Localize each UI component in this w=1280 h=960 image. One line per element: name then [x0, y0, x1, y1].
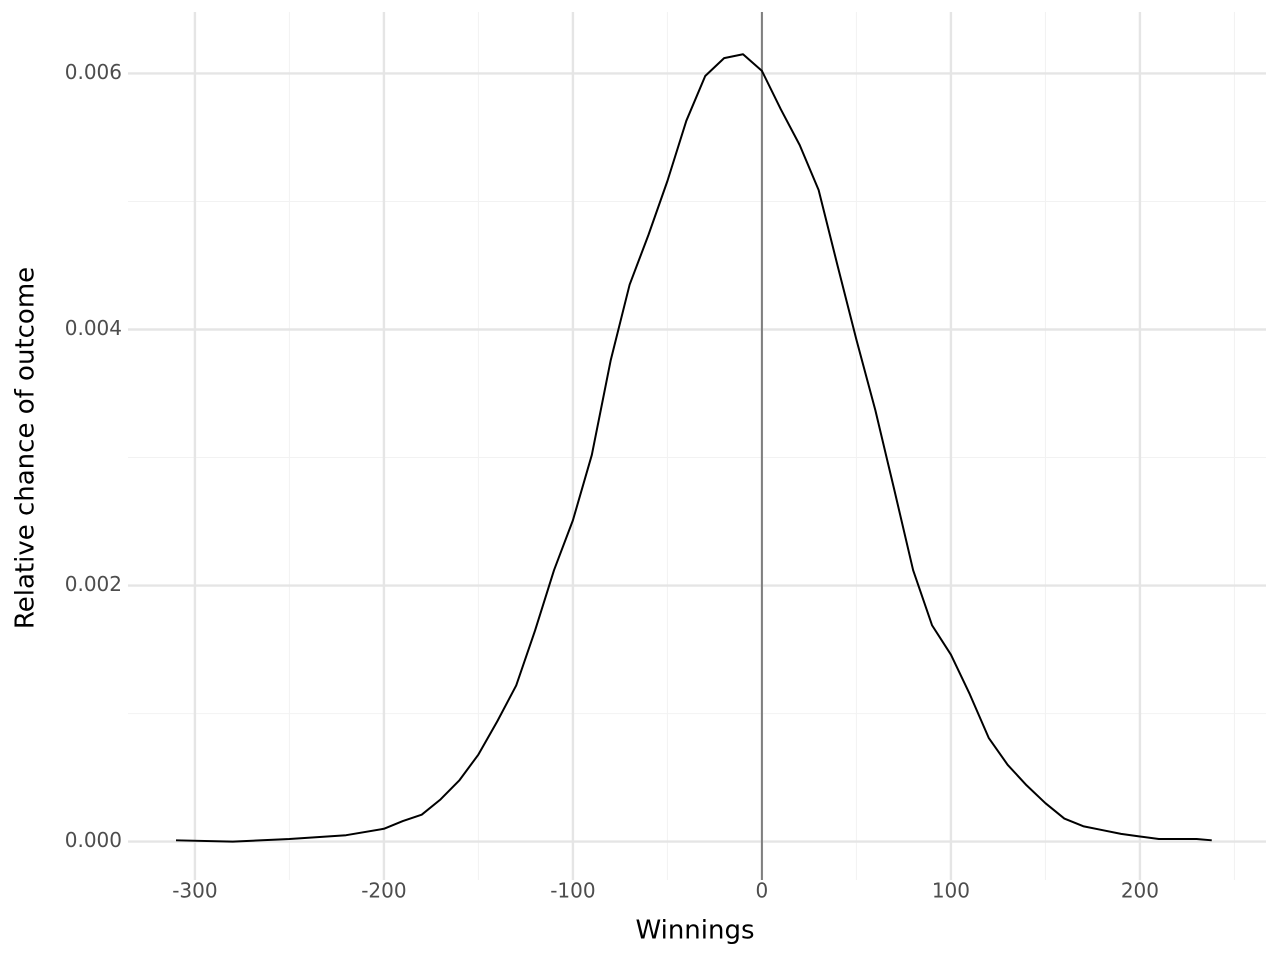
x-tick-label: -100 [550, 879, 595, 903]
y-tick-label: 0.006 [65, 60, 122, 84]
x-tick-label: 100 [932, 879, 970, 903]
x-tick-label: 200 [1121, 879, 1159, 903]
x-tick-label: -300 [172, 879, 217, 903]
y-tick-label: 0.002 [65, 572, 122, 596]
y-tick-label: 0.000 [65, 828, 122, 852]
y-tick-label: 0.004 [65, 316, 122, 340]
x-axis-title: Winnings [635, 916, 754, 946]
y-axis-title: Relative chance of outcome [11, 267, 41, 629]
x-tick-label: -200 [361, 879, 406, 903]
density-line [175, 53, 1212, 843]
x-tick-label: 0 [756, 879, 769, 903]
